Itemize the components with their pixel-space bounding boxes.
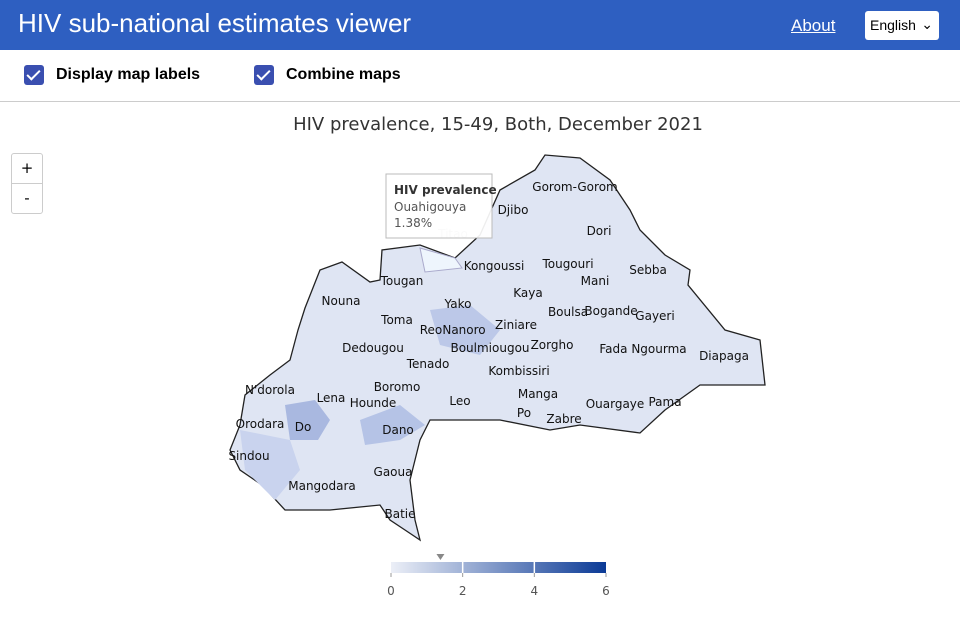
map-labels: Gorom-GoromDjiboDoriTitaoKongoussiTougou… [228, 180, 749, 521]
zoom-controls: + - [11, 153, 43, 214]
region-label: Toma [380, 313, 413, 327]
zoom-in[interactable]: + [20, 159, 34, 177]
region-label: Tenado [406, 357, 450, 371]
region-label: Kongoussi [464, 259, 525, 273]
region-label: Nouna [322, 294, 361, 308]
checkbox[interactable] [24, 65, 44, 85]
map-title: HIV prevalence, 15-49, Both, December 20… [293, 114, 703, 135]
region-label: Po [517, 406, 531, 420]
option[interactable]: Combine maps [254, 65, 401, 85]
region-label: Lena [317, 391, 346, 405]
region-label: Gorom-Gorom [532, 180, 617, 194]
tooltip-box [385, 173, 493, 239]
value-indicator [436, 554, 445, 560]
region-label: Sebba [629, 263, 667, 277]
region-label: Dori [587, 224, 612, 238]
option-label: Combine maps [286, 66, 401, 83]
region-label: Pama [648, 395, 681, 409]
language-select[interactable]: English ⌄ [865, 11, 939, 40]
region [430, 305, 500, 355]
country [229, 154, 766, 542]
region-label: Diapaga [699, 349, 749, 363]
option-label: Display map labels [56, 66, 201, 83]
language: English [870, 17, 916, 33]
region-label: Nanoro [442, 323, 485, 337]
region-label: Mangodara [288, 479, 356, 493]
region-label: Gayeri [635, 309, 674, 323]
region-label: N'dorola [245, 383, 295, 397]
region-label: Dano [382, 423, 414, 437]
region-label: Djibo [498, 203, 529, 217]
region-label: Orodara [236, 417, 285, 431]
region-label: Zabre [546, 412, 581, 426]
region-label: Boulsa [548, 305, 588, 319]
app-title: HIV sub-national estimates viewer [18, 8, 412, 38]
region-label: Kaya [513, 286, 542, 300]
region [285, 400, 330, 440]
checkbox[interactable] [254, 65, 274, 85]
options-bar: Display map labels Combine maps [0, 50, 960, 102]
region-label: Yako [444, 297, 472, 311]
header: HIV sub-national estimates viewer About … [0, 0, 960, 50]
tooltip-value: 1.38% [394, 216, 432, 230]
region-label: Leo [449, 394, 470, 408]
region-label: Kombissiri [488, 364, 549, 378]
region-label: Bogande [584, 304, 637, 318]
region-label: Ouargaye [586, 397, 645, 411]
tooltip-region: Ouahigouya [394, 200, 466, 214]
region-label: Zorgho [531, 338, 574, 352]
region-label: Manga [518, 387, 558, 401]
region-label: Mani [581, 274, 610, 288]
region-label: Tougouri [541, 257, 593, 271]
option[interactable]: Display map labels [24, 65, 200, 85]
tooltip: HIV prevalence Ouahigouya 1.38% [385, 173, 497, 239]
legend-tick-label: 4 [531, 584, 539, 598]
region-label: Sindou [228, 449, 269, 463]
region-label: Tougan [380, 274, 424, 288]
about-link[interactable]: About [791, 16, 836, 35]
region [419, 247, 463, 273]
legend-bar [391, 562, 606, 573]
region-label: Do [295, 420, 312, 434]
legend-tick-label: 6 [602, 584, 610, 598]
tooltip-title: HIV prevalence [394, 183, 497, 197]
zoom-out[interactable]: - [12, 183, 42, 213]
region-label: Batie [384, 507, 415, 521]
region [360, 405, 425, 445]
region-label: Fada Ngourma [599, 342, 686, 356]
chevron: ⌄ [921, 16, 933, 32]
legend-tick-label: 0 [387, 584, 395, 598]
region-label: Hounde [350, 396, 397, 410]
region [240, 430, 300, 500]
region-label: Reo [420, 323, 443, 337]
region-label: Boulmiougou [450, 341, 529, 355]
region-label: Ziniare [495, 318, 537, 332]
region-label: Gaoua [374, 465, 413, 479]
region-label: Boromo [374, 380, 421, 394]
legend-tick-label: 2 [459, 584, 467, 598]
region-label: Dedougou [342, 341, 404, 355]
map-area: HIV prevalence, 15-49, Both, December 20… [228, 114, 766, 598]
legend: 0 2 4 6 [387, 554, 610, 598]
